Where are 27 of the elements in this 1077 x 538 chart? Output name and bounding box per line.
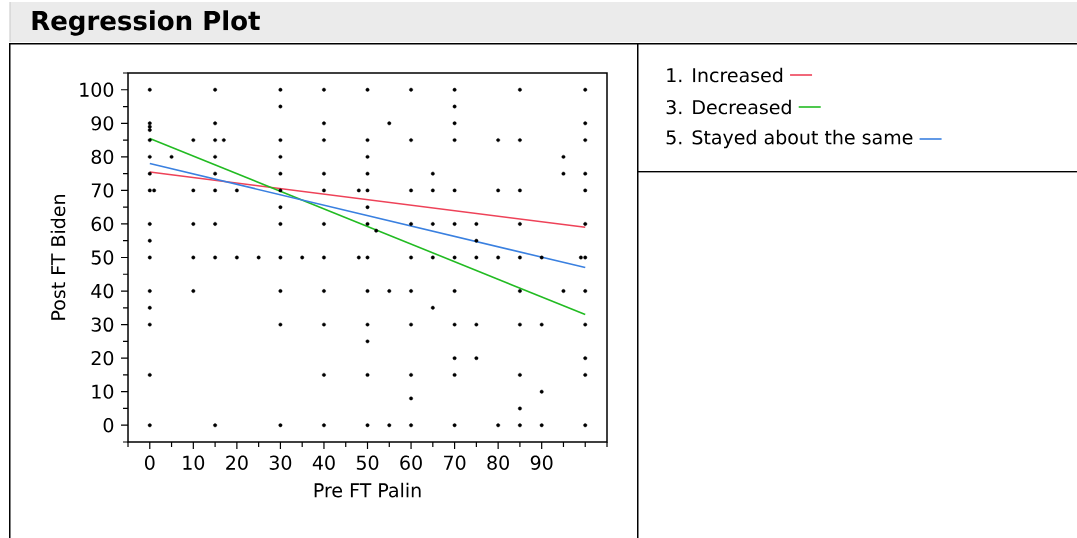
y-tick-label: 10 <box>92 384 114 399</box>
legend-label: 1. Increased <box>667 67 783 83</box>
y-tick-label: 90 <box>91 116 114 131</box>
x-tick-label: 10 <box>183 455 205 470</box>
x-tick-label: 0 <box>144 455 155 470</box>
y-tick-label: 70 <box>91 183 114 198</box>
x-tick-label: 60 <box>400 455 422 470</box>
y-tick-label: 40 <box>91 283 114 299</box>
legend-label: 5. Stayed about the same <box>666 129 913 149</box>
y-tick-label: 20 <box>91 350 114 366</box>
x-tick-label: 70 <box>444 455 466 470</box>
y-tick-label: 100 <box>80 82 114 97</box>
y-tick-label: 60 <box>91 216 114 232</box>
x-axis-title: Pre FT Palin <box>314 482 421 498</box>
x-tick-label: 30 <box>269 455 292 470</box>
y-tick-label: 80 <box>91 149 114 165</box>
y-tick-label: 0 <box>103 418 114 433</box>
x-tick-label: 50 <box>356 455 379 470</box>
x-tick-label: 80 <box>487 455 509 470</box>
chart-title: Regression Plot <box>32 10 260 36</box>
legend-label: 3. Decreased <box>666 99 791 115</box>
y-tick-label: 30 <box>91 317 114 332</box>
x-tick-label: 40 <box>312 455 335 470</box>
x-tick-label: 20 <box>226 455 248 470</box>
x-tick-label: 90 <box>530 455 553 470</box>
y-axis-title: Post FT Biden <box>50 195 66 320</box>
y-tick-label: 50 <box>91 250 114 265</box>
